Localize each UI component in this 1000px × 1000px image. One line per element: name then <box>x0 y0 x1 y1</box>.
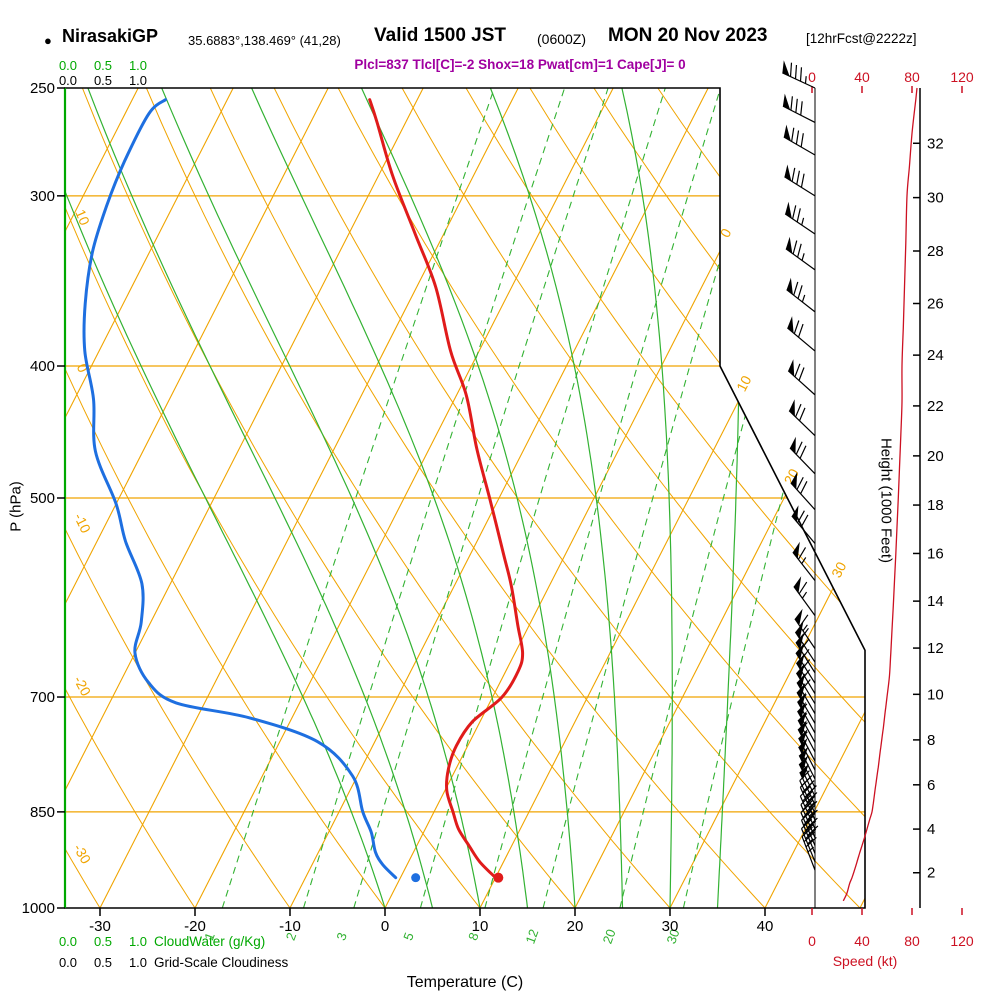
pressure-axis-label: P (hPa) <box>7 481 25 532</box>
cloudiness-axis-label: Grid-Scale Cloudiness <box>154 955 289 970</box>
svg-text:30: 30 <box>662 918 679 935</box>
svg-text:20: 20 <box>600 927 619 946</box>
dewpoint-curve <box>82 98 398 880</box>
svg-text:0.0: 0.0 <box>59 73 77 88</box>
svg-text:0.5: 0.5 <box>94 73 112 88</box>
svg-text:2: 2 <box>927 865 935 882</box>
svg-text:6: 6 <box>927 777 935 794</box>
svg-text:0.0: 0.0 <box>59 955 77 970</box>
speed-profile-curve <box>842 87 918 902</box>
svg-text:1: 1 <box>201 930 218 942</box>
svg-text:850: 850 <box>30 804 55 821</box>
svg-text:300: 300 <box>30 188 55 205</box>
speed-axis-label: Speed (kt) <box>832 953 898 969</box>
svg-text:32: 32 <box>927 135 944 152</box>
svg-text:10: 10 <box>472 918 489 935</box>
svg-text:30: 30 <box>828 559 849 580</box>
svg-text:24: 24 <box>927 347 944 364</box>
svg-text:0: 0 <box>808 933 816 949</box>
svg-text:80: 80 <box>904 933 920 949</box>
speed-axis: 0 0 40 40 80 80 120 120 <box>808 69 974 949</box>
temperature-curve <box>368 98 525 880</box>
temperature-axis-label: Temperature (C) <box>406 974 524 991</box>
dry-adiabat-labels: 100-10-20-30 <box>70 207 94 867</box>
svg-text:30: 30 <box>663 927 682 946</box>
svg-text:3: 3 <box>333 930 350 942</box>
svg-text:8: 8 <box>465 930 482 942</box>
stability-params: Plcl=837 Tlcl[C]=-2 Shox=18 Pwat[cm]=1 C… <box>354 57 686 72</box>
svg-text:14: 14 <box>927 593 944 610</box>
wind-barbs <box>782 60 819 871</box>
svg-text:1000: 1000 <box>22 900 55 917</box>
svg-text:-20: -20 <box>71 673 95 699</box>
sounding-profiles <box>82 98 525 883</box>
svg-text:2: 2 <box>283 930 300 942</box>
svg-text:0.5: 0.5 <box>94 58 112 73</box>
svg-text:40: 40 <box>757 918 774 935</box>
svg-text:40: 40 <box>854 69 870 85</box>
svg-text:0.5: 0.5 <box>94 934 112 949</box>
svg-text:10: 10 <box>927 686 944 703</box>
svg-text:0: 0 <box>808 69 816 85</box>
station-coords: 35.6883°,138.469° (41,28) <box>188 33 341 48</box>
svg-text:120: 120 <box>950 933 974 949</box>
svg-text:700: 700 <box>30 689 55 706</box>
cloudwater-axis-label: CloudWater (g/Kg) <box>154 934 266 949</box>
svg-text:12: 12 <box>522 927 541 946</box>
svg-text:120: 120 <box>950 69 974 85</box>
valid-time: Valid 1500 JST <box>374 25 507 46</box>
svg-text:-10: -10 <box>279 918 301 935</box>
svg-text:-30: -30 <box>89 918 111 935</box>
svg-text:1.0: 1.0 <box>129 58 147 73</box>
svg-text:0.0: 0.0 <box>59 58 77 73</box>
svg-text:30: 30 <box>927 190 944 207</box>
svg-text:-10: -10 <box>71 510 94 535</box>
svg-text:10: 10 <box>733 373 754 394</box>
svg-text:0: 0 <box>381 918 389 935</box>
surface-temperature-dot <box>493 872 504 883</box>
svg-text:8: 8 <box>927 732 935 749</box>
svg-text:28: 28 <box>927 243 944 260</box>
svg-text:0.0: 0.0 <box>59 934 77 949</box>
svg-text:20: 20 <box>567 918 584 935</box>
svg-text:22: 22 <box>927 398 944 415</box>
svg-text:18: 18 <box>927 497 944 514</box>
valid-zulu: (0600Z) <box>537 31 587 47</box>
svg-text:16: 16 <box>927 545 944 562</box>
svg-text:5: 5 <box>400 930 417 942</box>
valid-date: MON 20 Nov 2023 <box>608 25 768 46</box>
svg-text:0.5: 0.5 <box>94 955 112 970</box>
background-grid <box>65 88 865 908</box>
svg-text:40: 40 <box>854 933 870 949</box>
station-name: NirasakiGP <box>62 26 159 46</box>
svg-text:1.0: 1.0 <box>129 73 147 88</box>
svg-text:1.0: 1.0 <box>129 955 147 970</box>
svg-text:1.0: 1.0 <box>129 934 147 949</box>
svg-text:10: 10 <box>72 207 93 228</box>
svg-text:400: 400 <box>30 358 55 375</box>
svg-text:500: 500 <box>30 490 55 507</box>
svg-text:26: 26 <box>927 296 944 313</box>
svg-text:-20: -20 <box>184 918 206 935</box>
svg-text:12: 12 <box>927 640 944 657</box>
svg-text:-30: -30 <box>70 841 94 867</box>
forecast-tag: [12hrFcst@2222z] <box>806 31 917 46</box>
cloud-scales: 0.00.00.50.51.01.00.00.00.50.51.01.0 <box>59 58 147 970</box>
svg-text:80: 80 <box>904 69 920 85</box>
surface-dewpoint-dot <box>411 873 421 883</box>
svg-text:20: 20 <box>927 448 944 465</box>
svg-text:4: 4 <box>927 821 935 838</box>
station-bullet-icon: ● <box>44 33 52 48</box>
svg-text:250: 250 <box>30 80 55 97</box>
height-axis-label: Height (1000 Feet) <box>877 437 895 564</box>
mixing-ratio-labels: 1 2 3 5 8 12 20 30 <box>201 927 682 946</box>
